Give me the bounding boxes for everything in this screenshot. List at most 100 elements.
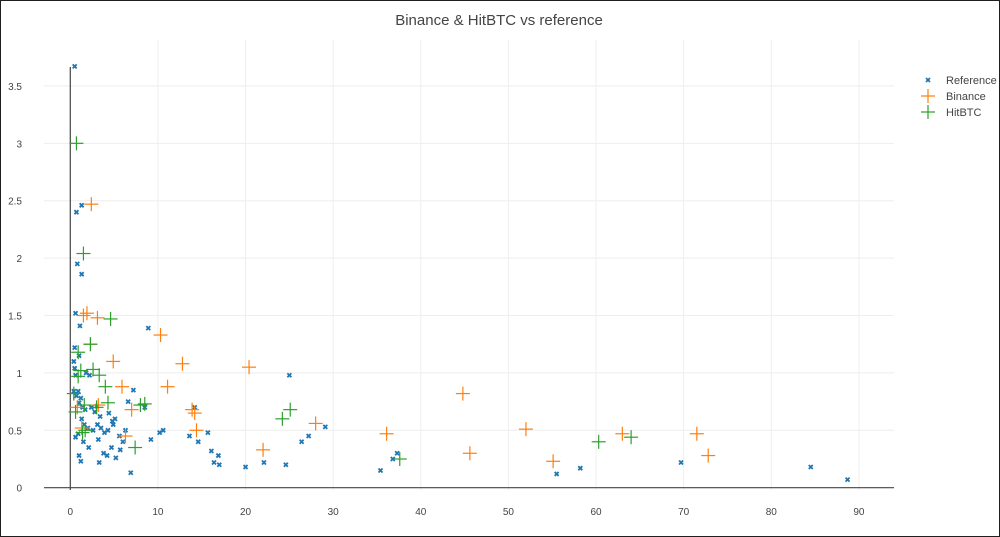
reference-point <box>104 452 110 459</box>
binance-point <box>118 429 133 444</box>
hitbtc-point <box>92 368 107 383</box>
binance-point <box>242 360 257 375</box>
y-tick-label: 3 <box>16 139 22 150</box>
y-tick-label: 3.5 <box>8 82 22 93</box>
reference-point <box>74 261 80 267</box>
reference-point <box>72 345 78 351</box>
binance-point <box>187 406 202 421</box>
legend-binance-marker <box>921 89 935 103</box>
reference-point <box>205 429 211 436</box>
y-tick-label: 0 <box>16 484 22 495</box>
reference-point <box>106 410 112 416</box>
reference-point <box>215 452 222 459</box>
hitbtc-point <box>66 386 81 401</box>
x-tick-label: 60 <box>590 507 602 518</box>
reference-point <box>211 459 217 466</box>
reference-point <box>97 413 103 420</box>
chart-title: Binance & HitBTC vs reference <box>395 12 603 29</box>
y-tick-label: 2 <box>16 254 22 265</box>
reference-point <box>186 433 193 439</box>
hitbtc-point <box>283 402 298 417</box>
reference-point <box>160 427 166 433</box>
reference-point <box>130 387 137 393</box>
binance-point <box>189 423 204 438</box>
reference-point <box>306 433 312 439</box>
reference-point <box>96 459 102 466</box>
binance-point <box>701 448 716 463</box>
legend-hitbtc-label: HitBTC <box>946 107 982 119</box>
hitbtc-point <box>128 440 143 455</box>
hitbtc-point <box>275 411 290 426</box>
hitbtc-point <box>78 423 93 438</box>
reference-point <box>120 439 126 445</box>
reference-point <box>72 365 78 371</box>
binance-point <box>689 426 704 441</box>
reference-point <box>128 470 134 476</box>
reference-point <box>242 464 249 470</box>
reference-point <box>72 310 79 316</box>
reference-point <box>117 447 123 453</box>
reference-point <box>105 427 111 433</box>
hitbtc-point <box>68 404 83 419</box>
reference-point <box>112 416 118 422</box>
reference-point <box>79 416 85 422</box>
binance-point <box>379 426 394 441</box>
reference-point <box>808 464 814 470</box>
legend-hitbtc-marker <box>921 105 935 119</box>
x-tick-label: 30 <box>328 507 340 518</box>
x-tick-label: 0 <box>68 507 74 518</box>
reference-point <box>76 452 82 459</box>
y-tick-label: 2.5 <box>8 197 22 208</box>
binance-point <box>79 306 94 321</box>
reference-point <box>79 202 85 208</box>
binance-point <box>124 402 139 417</box>
binance-point <box>90 310 105 325</box>
hitbtc-point <box>83 337 98 352</box>
hitbtc-point <box>86 362 101 377</box>
reference-point <box>283 462 289 468</box>
hitbtc-point <box>75 425 90 440</box>
reference-point <box>148 436 154 443</box>
reference-point <box>78 395 84 401</box>
binance-point <box>114 379 129 394</box>
reference-point <box>113 455 119 461</box>
reference-point <box>80 439 87 445</box>
reference-point <box>110 421 116 428</box>
y-tick-label: 1 <box>16 369 22 380</box>
reference-point <box>78 458 84 464</box>
y-tick-label: 1.5 <box>8 312 22 323</box>
reference-point <box>77 323 83 329</box>
y-tick-label: 0.5 <box>8 426 22 437</box>
binance-point <box>546 454 561 469</box>
x-tick-label: 40 <box>415 507 427 518</box>
hitbtc-point <box>89 400 104 415</box>
reference-point <box>72 63 78 70</box>
reference-point <box>394 450 400 456</box>
binance-point <box>153 328 168 343</box>
binance-point <box>256 442 271 457</box>
legend-reference-marker <box>925 77 931 83</box>
reference-point <box>390 456 396 462</box>
hitbtc-point <box>71 345 86 360</box>
hitbtc-point <box>71 369 86 384</box>
hitbtc-point <box>73 363 88 378</box>
x-tick-label: 20 <box>240 507 252 518</box>
x-tick-label: 70 <box>678 507 690 518</box>
reference-point <box>145 325 151 331</box>
reference-point <box>577 465 583 471</box>
reference-point <box>377 467 384 474</box>
reference-point <box>79 271 85 277</box>
binance-point <box>76 308 91 323</box>
x-tick-label: 80 <box>766 507 778 518</box>
reference-point <box>95 436 101 443</box>
reference-point <box>86 444 92 451</box>
reference-point <box>678 459 684 466</box>
reference-point <box>73 393 80 399</box>
reference-point <box>286 372 292 378</box>
x-tick-label: 10 <box>152 507 164 518</box>
hitbtc-point <box>98 379 113 394</box>
reference-point <box>216 462 222 468</box>
reference-point <box>86 372 93 378</box>
